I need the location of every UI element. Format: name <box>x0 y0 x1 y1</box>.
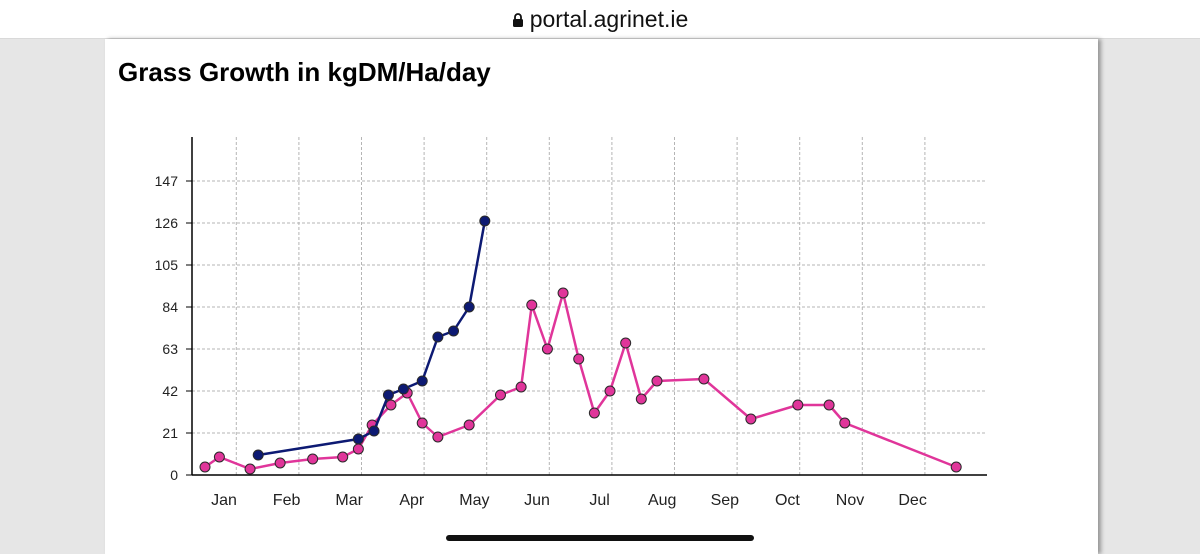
data-point <box>416 375 428 387</box>
x-tick-label: Jan <box>211 492 237 509</box>
series-line <box>204 291 957 471</box>
data-point <box>573 353 585 365</box>
x-tick-label: Mar <box>335 492 363 509</box>
data-point <box>541 343 553 355</box>
data-point <box>792 399 804 411</box>
data-point <box>698 373 710 385</box>
y-tick-label: 21 <box>162 425 178 441</box>
url-display[interactable]: portal.agrinet.ie <box>512 5 689 33</box>
y-tick-label: 126 <box>155 215 179 231</box>
lock-icon <box>512 13 523 27</box>
data-point <box>839 417 851 429</box>
y-tick-label: 147 <box>155 173 179 189</box>
x-tick-label: May <box>459 492 489 509</box>
data-point <box>416 417 428 429</box>
browser-address-bar[interactable]: portal.agrinet.ie <box>0 0 1200 39</box>
y-tick-label: 105 <box>155 257 179 273</box>
y-tick-label: 84 <box>162 299 178 315</box>
series-line <box>258 220 487 457</box>
data-point <box>557 287 569 299</box>
data-point <box>635 393 647 405</box>
y-tick-label: 42 <box>162 383 178 399</box>
data-point <box>252 449 264 461</box>
data-point <box>352 433 364 445</box>
data-point <box>199 461 211 473</box>
data-point <box>588 407 600 419</box>
y-tick-label: 63 <box>162 341 178 357</box>
y-tick-label: 0 <box>170 467 178 483</box>
data-point <box>432 331 444 343</box>
grass-growth-chart: 0 21 42 63 84 105 126 147 Jan Feb Mar Apr May Jun Jul A… <box>155 137 987 509</box>
data-point <box>213 451 225 463</box>
data-point <box>479 215 491 227</box>
x-tick-label: Apr <box>399 492 425 509</box>
content-panel: Grass Growth in kgDM/Ha/day 0 21 42 63 84 105… <box>105 39 1098 554</box>
url-text: portal.agrinet.ie <box>529 5 689 32</box>
data-point <box>274 457 286 469</box>
x-tick-label: Nov <box>836 492 864 509</box>
data-point <box>352 443 364 455</box>
data-point <box>397 383 409 395</box>
data-point <box>307 453 319 465</box>
data-point <box>385 399 397 411</box>
data-point <box>620 337 632 349</box>
x-tick-label: Feb <box>273 492 301 509</box>
data-point <box>604 385 616 397</box>
data-point <box>950 461 962 473</box>
home-indicator[interactable] <box>446 535 754 541</box>
data-point <box>368 425 380 437</box>
data-point <box>448 325 460 337</box>
data-point <box>463 301 475 313</box>
data-point <box>244 463 256 475</box>
data-point <box>463 419 475 431</box>
x-tick-label: Jun <box>524 492 550 509</box>
data-point <box>382 389 394 401</box>
data-point <box>494 389 506 401</box>
x-tick-label: Aug <box>648 492 676 509</box>
data-point <box>651 375 663 387</box>
page-title: Grass Growth in kgDM/Ha/day <box>118 57 491 87</box>
x-tick-label: Sep <box>711 492 740 509</box>
data-point <box>337 451 349 463</box>
data-point <box>823 399 835 411</box>
data-point <box>515 381 527 393</box>
data-point <box>526 299 538 311</box>
x-tick-label: Jul <box>589 492 609 509</box>
data-point <box>745 413 757 425</box>
x-tick-label: Dec <box>898 492 926 509</box>
x-tick-label: Oct <box>775 492 800 509</box>
data-point <box>432 431 444 443</box>
